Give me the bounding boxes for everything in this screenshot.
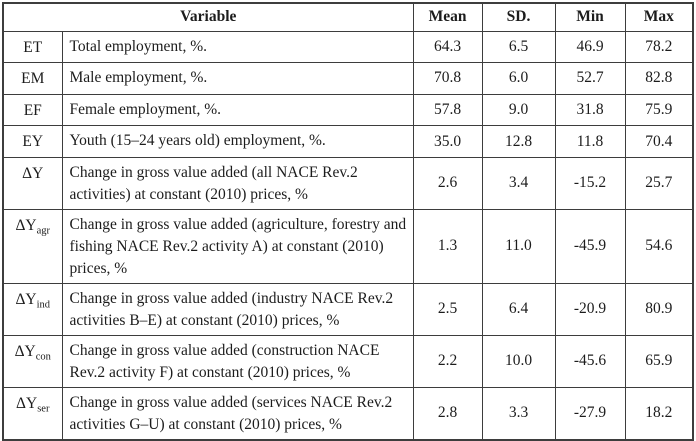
min-value: -20.9	[554, 282, 626, 336]
variable-symbol: ΔYser	[2, 386, 63, 441]
min-value: 52.7	[554, 62, 626, 95]
variable-description: Change in gross value added (constructio…	[61, 334, 414, 388]
max-value: 75.9	[624, 93, 694, 127]
column-header-variable: Variable	[2, 2, 414, 32]
symbol-base: ΔY	[16, 394, 38, 412]
min-value: -45.6	[554, 334, 626, 388]
sd-value: 12.8	[481, 125, 556, 158]
table-row: ΔY Change in gross value added (all NACE…	[2, 156, 694, 210]
table-row: ΔYagr Change in gross value added (agric…	[2, 208, 694, 284]
max-value: 80.9	[624, 282, 694, 336]
table-row: EF Female employment, %. 57.8 9.0 31.8 7…	[2, 93, 694, 127]
variable-description: Change in gross value added (agriculture…	[61, 208, 414, 284]
mean-value: 2.6	[412, 156, 483, 210]
symbol-base: EM	[21, 70, 45, 88]
table-row: ΔYser Change in gross value added (servi…	[2, 386, 694, 441]
min-value: -27.9	[554, 386, 626, 441]
variable-symbol: EF	[2, 93, 63, 127]
variable-description: Change in gross value added (industry NA…	[61, 282, 414, 336]
table-row: ΔYcon Change in gross value added (const…	[2, 334, 694, 388]
max-value: 18.2	[624, 386, 694, 441]
min-value: 31.8	[554, 93, 626, 127]
sd-value: 11.0	[481, 208, 556, 284]
table-row: ET Total employment, %. 64.3 6.5 46.9 78…	[2, 30, 694, 64]
table-header-row: Variable Mean SD. Min Max	[2, 2, 694, 32]
mean-value: 64.3	[412, 30, 483, 64]
symbol-base: EF	[23, 101, 42, 119]
variable-symbol: ΔYagr	[2, 208, 63, 284]
symbol-subscript: ser	[37, 403, 50, 415]
min-value: -15.2	[554, 156, 626, 210]
sd-value: 10.0	[481, 334, 556, 388]
column-header-min: Min	[554, 2, 626, 32]
max-value: 70.4	[624, 125, 694, 158]
table-row: EY Youth (15–24 years old) employment, %…	[2, 125, 694, 158]
variable-symbol: EM	[2, 62, 63, 95]
symbol-base: ΔY	[15, 290, 37, 308]
variable-description: Female employment, %.	[61, 93, 414, 127]
sd-value: 6.5	[481, 30, 556, 64]
column-header-sd: SD.	[481, 2, 556, 32]
mean-value: 2.2	[412, 334, 483, 388]
symbol-base: ΔY	[14, 342, 36, 360]
mean-value: 2.8	[412, 386, 483, 441]
symbol-base: ET	[23, 38, 43, 56]
max-value: 78.2	[624, 30, 694, 64]
sd-value: 3.3	[481, 386, 556, 441]
max-value: 82.8	[624, 62, 694, 95]
table-row: ΔYind Change in gross value added (indus…	[2, 282, 694, 336]
symbol-subscript: con	[35, 351, 51, 363]
symbol-base: ΔY	[15, 216, 37, 234]
mean-value: 70.8	[412, 62, 483, 95]
column-header-max: Max	[624, 2, 694, 32]
sd-value: 6.4	[481, 282, 556, 336]
sd-value: 9.0	[481, 93, 556, 127]
variable-description: Change in gross value added (services NA…	[61, 386, 414, 441]
symbol-base: ΔY	[22, 164, 44, 182]
min-value: 11.8	[554, 125, 626, 158]
variable-symbol: ΔY	[2, 156, 63, 210]
max-value: 65.9	[624, 334, 694, 388]
max-value: 25.7	[624, 156, 694, 210]
sd-value: 3.4	[481, 156, 556, 210]
variable-symbol: ET	[2, 30, 63, 64]
variable-symbol: ΔYcon	[2, 334, 63, 388]
mean-value: 1.3	[412, 208, 483, 284]
variable-symbol: EY	[2, 125, 63, 158]
mean-value: 57.8	[412, 93, 483, 127]
mean-value: 35.0	[412, 125, 483, 158]
variable-description: Male employment, %.	[61, 62, 414, 95]
variable-description: Total employment, %.	[61, 30, 414, 64]
max-value: 54.6	[624, 208, 694, 284]
symbol-subscript: agr	[36, 225, 51, 237]
column-header-mean: Mean	[412, 2, 483, 32]
sd-value: 6.0	[481, 62, 556, 95]
variable-symbol: ΔYind	[2, 282, 63, 336]
variable-description: Change in gross value added (all NACE Re…	[61, 156, 414, 210]
variable-description: Youth (15–24 years old) employment, %.	[61, 125, 414, 158]
mean-value: 2.5	[412, 282, 483, 336]
min-value: 46.9	[554, 30, 626, 64]
min-value: -45.9	[554, 208, 626, 284]
symbol-subscript: ind	[36, 299, 51, 311]
table-row: EM Male employment, %. 70.8 6.0 52.7 82.…	[2, 62, 694, 95]
symbol-base: EY	[22, 133, 44, 151]
